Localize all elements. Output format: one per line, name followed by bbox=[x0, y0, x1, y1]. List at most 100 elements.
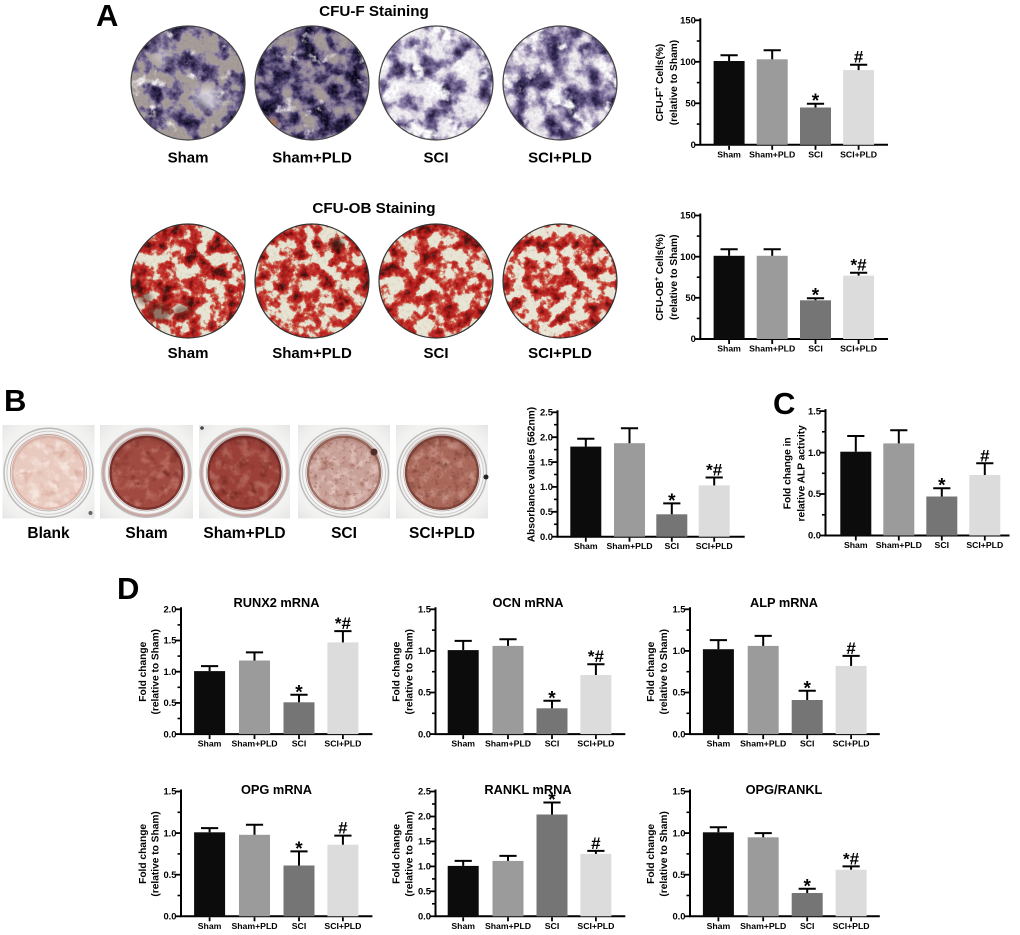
svg-text:(relative to Sham): (relative to Sham) bbox=[659, 811, 670, 897]
svg-text:OCN mRNA: OCN mRNA bbox=[492, 595, 563, 610]
svg-text:Sham: Sham bbox=[844, 540, 868, 550]
svg-text:RANKL mRNA: RANKL mRNA bbox=[484, 782, 571, 797]
svg-text:Sham: Sham bbox=[198, 739, 222, 749]
svg-text:Sham+PLD: Sham+PLD bbox=[740, 739, 786, 749]
svg-text:#: # bbox=[846, 639, 856, 658]
svg-text:SCI: SCI bbox=[292, 921, 306, 931]
svg-text:*#: *# bbox=[843, 849, 860, 868]
svg-text:0.5: 0.5 bbox=[418, 687, 431, 698]
svg-text:OPG mRNA: OPG mRNA bbox=[241, 782, 312, 797]
svg-text:1.0: 1.0 bbox=[672, 645, 685, 656]
svg-text:*#: *# bbox=[588, 647, 605, 666]
svg-text:*: * bbox=[812, 286, 820, 307]
svg-text:2.0: 2.0 bbox=[540, 431, 553, 442]
svg-text:#: # bbox=[980, 446, 990, 465]
svg-text:*#: *# bbox=[706, 460, 723, 479]
svg-text:SCI+PLD: SCI+PLD bbox=[966, 540, 1003, 550]
svg-text:Fold change in: Fold change in bbox=[783, 437, 794, 509]
svg-text:1.5: 1.5 bbox=[418, 836, 431, 847]
svg-text:SCI+PLD: SCI+PLD bbox=[324, 921, 361, 931]
svg-text:1.5: 1.5 bbox=[163, 786, 176, 797]
svg-text:0: 0 bbox=[691, 333, 696, 344]
svg-text:1.5: 1.5 bbox=[540, 456, 553, 467]
svg-text:SCI: SCI bbox=[292, 739, 306, 749]
svg-text:1.0: 1.0 bbox=[163, 827, 176, 838]
svg-text:Sham: Sham bbox=[125, 525, 167, 542]
svg-text:SCI+PLD: SCI+PLD bbox=[577, 739, 614, 749]
svg-text:C: C bbox=[773, 386, 795, 421]
svg-text:RUNX2 mRNA: RUNX2 mRNA bbox=[233, 595, 319, 610]
svg-text:0.5: 0.5 bbox=[163, 697, 176, 708]
svg-text:150: 150 bbox=[680, 15, 696, 26]
svg-text:*: * bbox=[803, 678, 811, 699]
svg-text:150: 150 bbox=[680, 210, 696, 221]
svg-text:*: * bbox=[812, 91, 820, 112]
svg-text:SCI+PLD: SCI+PLD bbox=[696, 541, 733, 551]
svg-text:SCI: SCI bbox=[331, 525, 357, 542]
svg-text:SCI+PLD: SCI+PLD bbox=[833, 739, 870, 749]
svg-text:Sham+PLD: Sham+PLD bbox=[749, 344, 795, 354]
svg-text:0.0: 0.0 bbox=[163, 911, 176, 922]
svg-text:SCI: SCI bbox=[545, 739, 559, 749]
svg-text:0.5: 0.5 bbox=[540, 506, 553, 517]
svg-text:#: # bbox=[338, 819, 348, 838]
svg-text:*: * bbox=[548, 790, 556, 811]
svg-text:SCI: SCI bbox=[800, 739, 814, 749]
svg-text:Sham+PLD: Sham+PLD bbox=[485, 921, 531, 931]
svg-text:A: A bbox=[96, 0, 118, 33]
svg-text:1.5: 1.5 bbox=[418, 604, 431, 615]
svg-text:Sham: Sham bbox=[451, 921, 475, 931]
svg-text:SCI: SCI bbox=[423, 345, 448, 362]
svg-text:Sham: Sham bbox=[574, 541, 598, 551]
svg-text:ALP mRNA: ALP mRNA bbox=[750, 595, 818, 610]
svg-text:2.5: 2.5 bbox=[540, 407, 553, 418]
svg-text:Sham: Sham bbox=[168, 345, 209, 362]
svg-text:CFU-OB+ Cells(%): CFU-OB+ Cells(%) bbox=[654, 234, 666, 321]
svg-text:0.5: 0.5 bbox=[672, 687, 685, 698]
svg-text:(relative to Sham): (relative to Sham) bbox=[659, 629, 670, 715]
svg-text:Absorbance values (562nm): Absorbance values (562nm) bbox=[527, 407, 538, 542]
svg-text:Fold change: Fold change bbox=[392, 641, 403, 701]
svg-text:SCI: SCI bbox=[808, 344, 822, 354]
svg-text:SCI: SCI bbox=[665, 541, 679, 551]
svg-text:2.0: 2.0 bbox=[418, 811, 431, 822]
svg-text:0: 0 bbox=[691, 139, 696, 150]
svg-text:*: * bbox=[548, 688, 556, 709]
svg-text:SCI+PLD: SCI+PLD bbox=[840, 149, 877, 159]
svg-text:relative ALP activity: relative ALP activity bbox=[797, 425, 808, 522]
svg-text:SCI: SCI bbox=[808, 149, 822, 159]
svg-text:Fold change: Fold change bbox=[392, 824, 403, 884]
svg-text:Sham: Sham bbox=[707, 739, 731, 749]
svg-text:Sham+PLD: Sham+PLD bbox=[231, 921, 277, 931]
svg-text:1.0: 1.0 bbox=[540, 481, 553, 492]
svg-text:0.0: 0.0 bbox=[672, 728, 685, 739]
svg-text:Sham: Sham bbox=[717, 344, 741, 354]
svg-text:CFU-F Staining: CFU-F Staining bbox=[319, 3, 429, 20]
svg-text:SCI+PLD: SCI+PLD bbox=[528, 150, 592, 167]
svg-text:2.5: 2.5 bbox=[418, 786, 431, 797]
svg-text:Sham+PLD: Sham+PLD bbox=[272, 345, 352, 362]
svg-text:B: B bbox=[4, 383, 26, 418]
svg-text:(relative to Sham): (relative to Sham) bbox=[151, 629, 162, 715]
svg-text:CFU-OB Staining: CFU-OB Staining bbox=[312, 200, 435, 217]
svg-text:1.0: 1.0 bbox=[418, 861, 431, 872]
svg-text:Sham: Sham bbox=[707, 921, 731, 931]
svg-text:2.0: 2.0 bbox=[163, 604, 176, 615]
svg-text:SCI: SCI bbox=[545, 921, 559, 931]
svg-text:0.5: 0.5 bbox=[418, 886, 431, 897]
svg-text:0.5: 0.5 bbox=[163, 869, 176, 880]
svg-text:0.5: 0.5 bbox=[672, 869, 685, 880]
svg-text:(relative to Sham): (relative to Sham) bbox=[404, 629, 415, 715]
svg-text:SCI: SCI bbox=[800, 921, 814, 931]
svg-text:SCI: SCI bbox=[935, 540, 949, 550]
svg-text:100: 100 bbox=[680, 251, 696, 262]
svg-text:1.5: 1.5 bbox=[808, 405, 821, 416]
svg-text:SCI+PLD: SCI+PLD bbox=[324, 739, 361, 749]
svg-text:*: * bbox=[803, 876, 811, 897]
svg-text:Sham+PLD: Sham+PLD bbox=[749, 149, 795, 159]
svg-text:1.0: 1.0 bbox=[163, 666, 176, 677]
svg-text:*#: *# bbox=[851, 256, 868, 275]
svg-text:0.0: 0.0 bbox=[163, 728, 176, 739]
svg-text:Fold change: Fold change bbox=[138, 641, 149, 701]
svg-text:1.5: 1.5 bbox=[163, 635, 176, 646]
